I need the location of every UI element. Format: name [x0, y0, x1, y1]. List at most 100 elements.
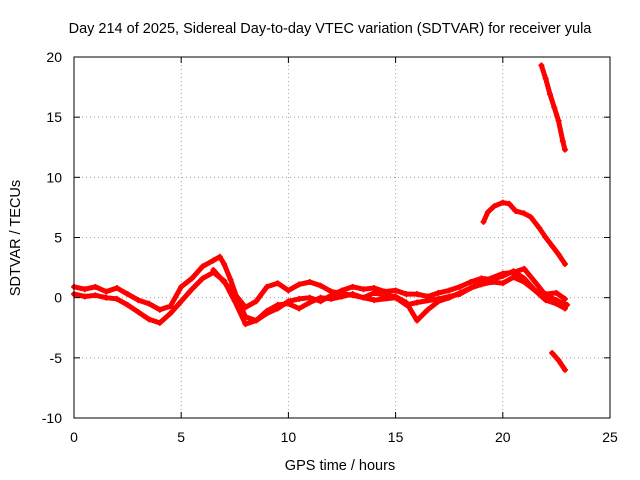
- series-track-f: [549, 350, 568, 373]
- data-point: [555, 357, 562, 364]
- data-point: [328, 288, 335, 295]
- data-point: [480, 218, 487, 225]
- data-point: [499, 199, 506, 206]
- data-point: [221, 279, 228, 286]
- data-point: [549, 242, 556, 249]
- data-point: [274, 301, 281, 308]
- data-point: [178, 283, 185, 290]
- data-point: [546, 91, 553, 98]
- data-point: [435, 295, 442, 302]
- y-tick-label: -5: [50, 350, 63, 366]
- data-point: [242, 321, 249, 328]
- data-point: [561, 366, 568, 373]
- data-point: [564, 301, 571, 308]
- data-point: [113, 285, 120, 292]
- y-tick-label: 0: [54, 290, 62, 306]
- series-track-c: [210, 265, 571, 311]
- data-point: [531, 279, 538, 286]
- data-point: [559, 138, 566, 145]
- data-point: [231, 291, 238, 298]
- data-point: [478, 279, 485, 286]
- data-point: [424, 306, 431, 313]
- data-point: [561, 260, 568, 267]
- data-point: [103, 294, 110, 301]
- data-point: [263, 307, 270, 314]
- data-point: [156, 306, 163, 313]
- data-point: [167, 303, 174, 310]
- data-point: [135, 309, 142, 316]
- data-point: [414, 291, 421, 298]
- data-point: [156, 319, 163, 326]
- data-point: [242, 304, 249, 311]
- data-point: [231, 298, 238, 305]
- chart-title: Day 214 of 2025, Sidereal Day-to-day VTE…: [69, 21, 593, 37]
- data-point: [135, 297, 142, 304]
- data-point: [551, 104, 558, 111]
- series-line: [71, 254, 568, 323]
- data-point: [403, 291, 410, 298]
- data-point: [167, 310, 174, 317]
- data-point: [531, 287, 538, 294]
- data-point: [403, 301, 410, 308]
- data-point: [296, 295, 303, 302]
- data-point: [146, 316, 153, 323]
- data-point: [328, 295, 335, 302]
- data-point: [199, 275, 206, 282]
- data-point: [296, 305, 303, 312]
- data-point: [392, 294, 399, 301]
- y-tick-label: 20: [46, 49, 62, 65]
- data-point: [227, 276, 234, 283]
- data-point: [555, 117, 562, 124]
- data-point: [536, 224, 543, 231]
- data-point: [199, 263, 206, 270]
- series-track-b: [71, 269, 568, 328]
- data-point: [467, 279, 474, 286]
- data-point: [371, 297, 378, 304]
- data-point: [414, 317, 421, 324]
- data-point: [103, 288, 110, 295]
- data-point: [371, 289, 378, 296]
- data-point: [446, 287, 453, 294]
- data-point: [527, 214, 534, 221]
- data-point: [81, 293, 88, 300]
- data-point: [81, 286, 88, 293]
- data-point: [188, 275, 195, 282]
- grid-lines: [74, 57, 610, 418]
- y-tick-label: 5: [54, 230, 62, 246]
- axis-ticks: 0 5 10 15 20 25 -10 -5 0 5 10 15 20: [42, 49, 618, 445]
- x-axis-label: GPS time / hours: [285, 458, 395, 474]
- y-tick-label: 10: [46, 169, 62, 185]
- data-point: [392, 287, 399, 294]
- series-track-e: [538, 62, 568, 153]
- data-point: [92, 292, 99, 299]
- data-point: [253, 317, 260, 324]
- y-axis-label: SDTVAR / TECUs: [8, 180, 24, 296]
- data-point: [92, 283, 99, 290]
- data-point: [113, 295, 120, 302]
- data-point: [349, 292, 356, 299]
- data-point: [274, 280, 281, 287]
- series-track-d: [480, 199, 568, 267]
- data-point: [542, 234, 549, 241]
- data-point: [414, 299, 421, 306]
- data-point: [510, 269, 517, 276]
- data-point: [456, 283, 463, 290]
- data-point: [263, 283, 270, 290]
- data-point: [317, 282, 324, 289]
- data-point: [553, 297, 560, 304]
- data-point: [521, 279, 528, 286]
- data-point: [555, 251, 562, 258]
- data-point: [124, 291, 131, 298]
- data-point: [146, 300, 153, 307]
- x-tick-label: 0: [70, 429, 78, 445]
- data-point: [253, 298, 260, 305]
- data-point: [349, 283, 356, 290]
- data-point: [512, 208, 519, 215]
- data-point: [542, 75, 549, 82]
- data-point: [521, 265, 528, 272]
- data-point: [435, 289, 442, 296]
- data-point: [306, 279, 313, 286]
- data-point: [178, 298, 185, 305]
- x-tick-label: 15: [388, 429, 404, 445]
- data-point: [491, 203, 498, 210]
